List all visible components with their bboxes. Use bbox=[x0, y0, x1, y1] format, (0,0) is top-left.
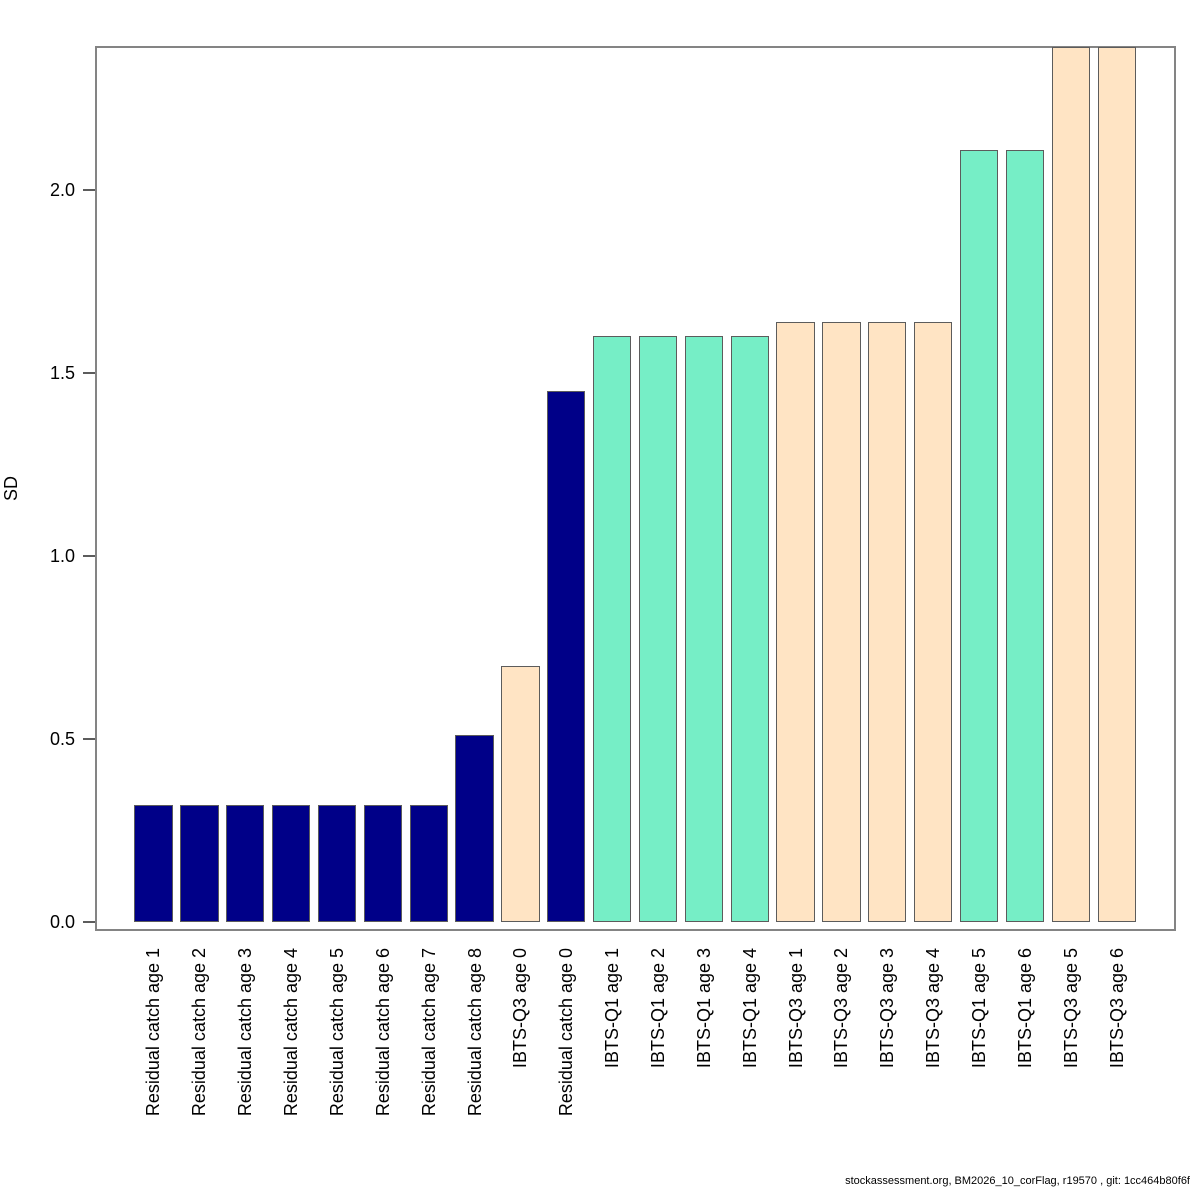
bar-ibts-q1-age-2 bbox=[638, 336, 678, 922]
x-axis-label-residual-catch-age-2: Residual catch age 2 bbox=[189, 948, 210, 1117]
x-axis-label-ibts-q3-age-3: IBTS-Q3 age 3 bbox=[877, 948, 898, 1069]
y-axis-tick bbox=[83, 555, 95, 557]
y-axis-tick-label: 0.5 bbox=[49, 729, 75, 749]
x-axis-label-residual-catch-age-0: Residual catch age 0 bbox=[556, 948, 577, 1117]
y-axis-tick-label: 2.0 bbox=[49, 180, 75, 200]
x-axis-label-ibts-q3-age-5: IBTS-Q3 age 5 bbox=[1060, 948, 1081, 1069]
x-axis-label-ibts-q3-age-4: IBTS-Q3 age 4 bbox=[923, 948, 944, 1069]
bar-residual-catch-age-6 bbox=[363, 804, 402, 922]
bar-ibts-q3-age-2 bbox=[822, 321, 861, 922]
x-axis-label-ibts-q1-age-3: IBTS-Q1 age 3 bbox=[693, 948, 714, 1069]
bar-ibts-q1-age-5 bbox=[959, 149, 999, 922]
bar-ibts-q3-age-3 bbox=[868, 321, 907, 922]
y-axis-tick bbox=[83, 738, 95, 740]
bar-residual-catch-age-5 bbox=[317, 804, 357, 922]
x-axis-label-ibts-q3-age-2: IBTS-Q3 age 2 bbox=[831, 948, 852, 1069]
bar-ibts-q3-age-4 bbox=[914, 321, 953, 922]
bar-residual-catch-age-2 bbox=[180, 804, 219, 922]
x-axis-label-ibts-q3-age-1: IBTS-Q3 age 1 bbox=[785, 948, 806, 1069]
bar-ibts-q3-age-0 bbox=[501, 665, 540, 922]
y-axis-title: SD bbox=[1, 476, 21, 502]
y-axis-tick bbox=[83, 372, 95, 374]
x-axis-label-residual-catch-age-7: Residual catch age 7 bbox=[418, 948, 439, 1117]
bar-ibts-q3-age-1 bbox=[776, 321, 815, 922]
bar-ibts-q1-age-4 bbox=[730, 336, 769, 922]
x-axis-label-ibts-q3-age-6: IBTS-Q3 age 6 bbox=[1106, 948, 1127, 1069]
bar-residual-catch-age-7 bbox=[409, 804, 448, 922]
plot-area bbox=[95, 46, 1176, 931]
x-axis-label-ibts-q1-age-4: IBTS-Q1 age 4 bbox=[739, 948, 760, 1069]
y-axis-tick-label: 0.0 bbox=[49, 912, 75, 932]
x-axis-label-residual-catch-age-5: Residual catch age 5 bbox=[327, 948, 347, 1117]
bar-residual-catch-age-3 bbox=[226, 804, 265, 922]
y-axis-tick bbox=[83, 189, 95, 191]
watermark-text: stockassessment.org, BM2026_10_corFlag, … bbox=[845, 1175, 1190, 1187]
bar-residual-catch-age-0 bbox=[547, 391, 586, 922]
x-axis-label-ibts-q1-age-5: IBTS-Q1 age 5 bbox=[969, 948, 989, 1069]
bar-ibts-q1-age-3 bbox=[684, 336, 723, 922]
bar-residual-catch-age-4 bbox=[272, 804, 311, 922]
bar-ibts-q3-age-5 bbox=[1051, 47, 1090, 922]
bar-residual-catch-age-1 bbox=[134, 804, 173, 922]
y-axis-tick bbox=[83, 921, 95, 923]
x-axis-label-residual-catch-age-3: Residual catch age 3 bbox=[235, 948, 256, 1117]
x-axis-label-residual-catch-age-4: Residual catch age 4 bbox=[281, 948, 302, 1117]
x-axis-label-ibts-q1-age-2: IBTS-Q1 age 2 bbox=[648, 948, 668, 1069]
x-axis-label-ibts-q3-age-0: IBTS-Q3 age 0 bbox=[510, 948, 531, 1069]
x-axis-label-residual-catch-age-1: Residual catch age 1 bbox=[143, 948, 164, 1117]
bar-ibts-q3-age-6 bbox=[1097, 47, 1136, 922]
bar-ibts-q1-age-1 bbox=[593, 336, 632, 922]
y-axis-tick-label: 1.0 bbox=[49, 546, 75, 566]
x-axis-label-ibts-q1-age-1: IBTS-Q1 age 1 bbox=[602, 948, 623, 1069]
bar-residual-catch-age-8 bbox=[455, 735, 494, 922]
x-axis-label-residual-catch-age-6: Residual catch age 6 bbox=[372, 948, 393, 1117]
bar-ibts-q1-age-6 bbox=[1005, 149, 1044, 922]
y-axis-tick-label: 1.5 bbox=[49, 363, 75, 383]
x-axis-label-ibts-q1-age-6: IBTS-Q1 age 6 bbox=[1014, 948, 1035, 1069]
x-axis-label-residual-catch-age-8: Residual catch age 8 bbox=[464, 948, 485, 1117]
